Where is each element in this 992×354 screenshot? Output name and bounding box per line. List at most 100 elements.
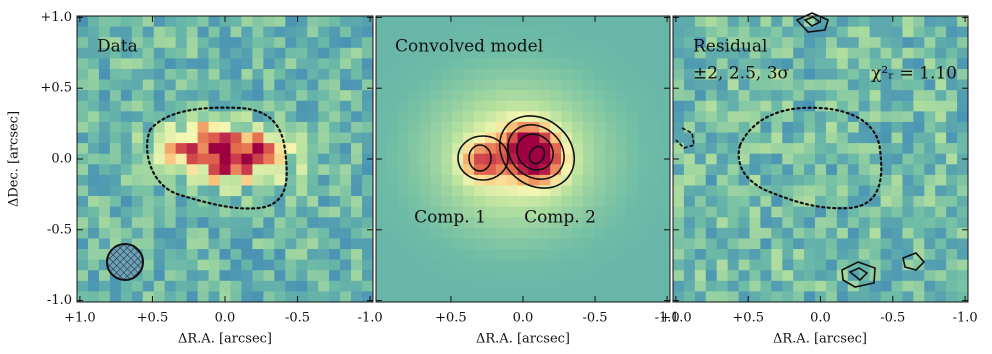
image-pixel	[285, 58, 297, 70]
image-pixel	[186, 270, 199, 282]
image-pixel	[219, 185, 232, 197]
image-pixel	[869, 37, 882, 49]
image-pixel	[285, 16, 297, 28]
image-pixel	[804, 16, 816, 28]
image-pixel	[241, 259, 254, 271]
image-pixel	[517, 58, 530, 70]
image-pixel	[804, 153, 816, 165]
image-pixel	[738, 227, 751, 240]
image-pixel	[880, 90, 893, 102]
image-pixel	[694, 68, 707, 81]
image-pixel	[285, 121, 297, 134]
image-pixel	[397, 58, 410, 70]
image-pixel	[694, 164, 707, 176]
image-pixel	[452, 174, 464, 187]
image-pixel	[175, 259, 188, 271]
image-pixel	[738, 100, 751, 112]
image-pixel	[351, 100, 363, 112]
image-pixel	[869, 206, 882, 218]
image-pixel	[219, 249, 232, 261]
image-pixel	[441, 196, 453, 208]
image-pixel	[683, 37, 696, 49]
image-pixel	[659, 196, 670, 208]
image-pixel	[572, 217, 584, 229]
image-pixel	[683, 164, 696, 176]
image-pixel	[329, 280, 341, 293]
image-pixel	[561, 238, 573, 250]
image-pixel	[274, 58, 286, 70]
image-pixel	[98, 132, 111, 144]
image-pixel	[397, 47, 410, 59]
image-pixel	[891, 26, 904, 38]
image-pixel	[749, 90, 762, 102]
image-pixel	[362, 174, 373, 187]
image-pixel	[539, 270, 551, 282]
image-pixel	[550, 37, 562, 49]
image-pixel	[891, 259, 904, 271]
image-pixel	[98, 259, 111, 271]
image-pixel	[109, 217, 122, 229]
image-pixel	[582, 174, 595, 187]
image-pixel	[164, 100, 177, 112]
image-pixel	[386, 68, 399, 81]
image-pixel	[452, 143, 464, 155]
image-pixel	[296, 270, 308, 282]
image-pixel	[109, 227, 122, 240]
image-pixel	[131, 100, 144, 112]
image-pixel	[386, 291, 399, 302]
image-pixel	[858, 238, 871, 250]
image-pixel	[87, 238, 100, 250]
image-pixel	[648, 259, 660, 271]
image-pixel	[935, 132, 947, 144]
image-pixel	[87, 100, 100, 112]
image-pixel	[351, 174, 363, 187]
image-pixel	[362, 227, 373, 240]
image-pixel	[727, 37, 740, 49]
annotation: Comp. 1	[414, 208, 486, 228]
image-pixel	[376, 100, 388, 112]
image-pixel	[891, 79, 904, 91]
image-pixel	[694, 185, 707, 197]
image-pixel	[175, 270, 188, 282]
image-pixel	[430, 47, 442, 59]
image-pixel	[880, 79, 893, 91]
image-pixel	[263, 90, 275, 102]
image-pixel	[946, 100, 958, 112]
image-pixel	[891, 16, 904, 28]
image-pixel	[716, 90, 729, 102]
image-pixel	[659, 26, 670, 38]
image-pixel	[296, 68, 308, 81]
image-pixel	[230, 26, 243, 38]
image-pixel	[749, 291, 762, 302]
image-pixel	[683, 100, 696, 112]
image-pixel	[109, 206, 122, 218]
image-pixel	[506, 196, 519, 208]
image-pixel	[506, 90, 519, 102]
y-tick-label: 0.0	[51, 152, 72, 167]
image-pixel	[441, 100, 453, 112]
image-pixel	[825, 217, 838, 229]
image-pixel	[847, 100, 860, 112]
image-pixel	[362, 206, 373, 218]
image-pixel	[760, 90, 772, 102]
image-pixel	[452, 217, 464, 229]
image-pixel	[561, 143, 573, 155]
image-pixel	[452, 280, 464, 293]
image-pixel	[539, 238, 551, 250]
image-pixel	[307, 90, 319, 102]
image-pixel	[637, 132, 649, 144]
image-pixel	[637, 100, 649, 112]
image-pixel	[77, 90, 89, 102]
panel-title: Data	[97, 37, 138, 57]
image-pixel	[804, 174, 816, 187]
x-tick-label: +1.0	[660, 311, 692, 326]
image-pixel	[175, 196, 188, 208]
image-pixel	[329, 174, 341, 187]
image-pixel	[869, 174, 882, 187]
image-pixel	[539, 16, 551, 28]
image-pixel	[582, 143, 595, 155]
image-pixel	[760, 217, 772, 229]
image-pixel	[771, 79, 783, 91]
image-pixel	[208, 132, 221, 144]
image-pixel	[463, 100, 475, 112]
